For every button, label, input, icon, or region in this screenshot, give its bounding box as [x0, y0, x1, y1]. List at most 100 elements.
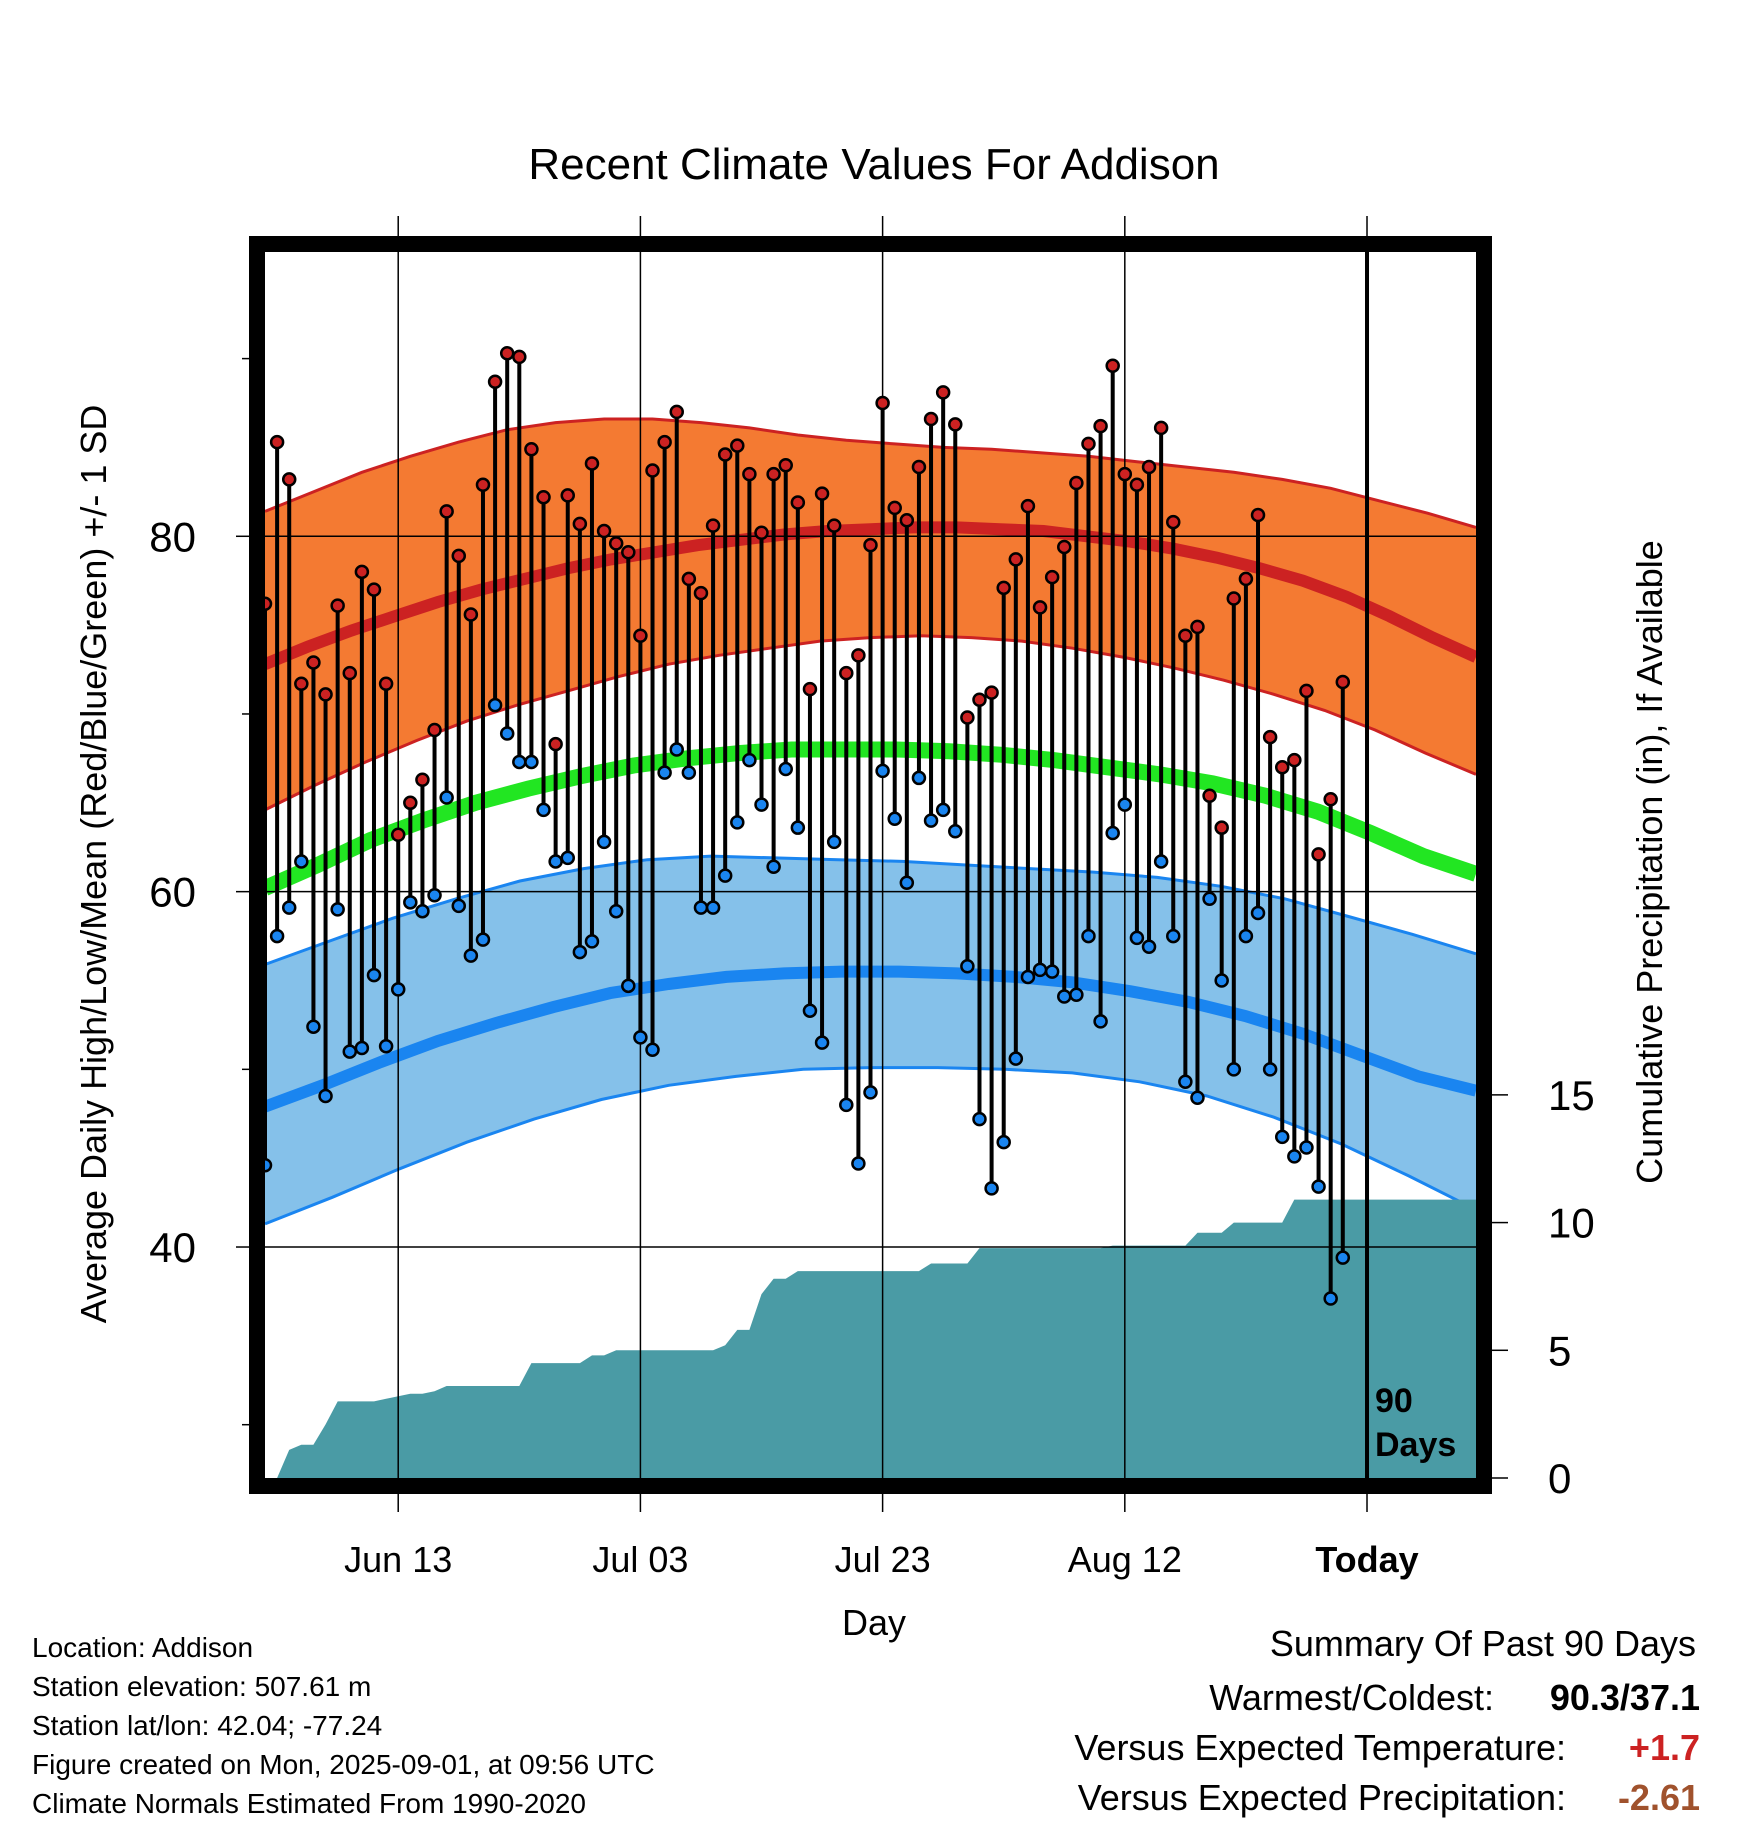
daily-low-dot [342, 1044, 358, 1059]
x-tick-label: Aug 12 [1068, 1539, 1182, 1580]
daily-low-dot [1299, 1140, 1314, 1155]
daily-low-dot [1069, 987, 1084, 1002]
daily-low-dot [1274, 1129, 1290, 1145]
daily-low-dot [451, 898, 467, 914]
daily-low-dot [1117, 797, 1133, 812]
daily-low-dot [281, 900, 297, 915]
daily-high-dot [851, 648, 866, 663]
daily-high-dot [584, 456, 600, 471]
daily-high-dot [826, 518, 842, 533]
daily-low-dot [1190, 1090, 1205, 1106]
info-latlon: Station lat/lon: 42.04; -77.24 [32, 1710, 382, 1741]
daily-high-dot [717, 447, 733, 462]
daily-low-dot [487, 697, 503, 713]
daily-high-dot [923, 411, 939, 427]
daily-low-dot [512, 754, 527, 770]
daily-high-dot [451, 548, 467, 564]
plot-frame [249, 236, 1492, 1494]
daily-high-dot [899, 513, 915, 528]
daily-high-dot [778, 457, 793, 473]
chart-title: Recent Climate Values For Addison [528, 140, 1219, 189]
daily-low-dot [960, 959, 975, 974]
daily-high-dot [621, 545, 636, 560]
daily-high-dot [730, 438, 745, 453]
daily-high-dot [596, 523, 612, 539]
daily-high-dot [790, 495, 806, 510]
daily-high-dot [608, 536, 624, 551]
daily-low-dot [1093, 1014, 1108, 1029]
daily-low-dot [269, 928, 285, 944]
daily-low-dot [645, 1042, 660, 1058]
daily-low-dot [1311, 1179, 1326, 1194]
y2-tick-label: 10 [1548, 1200, 1595, 1247]
y2-tick-label: 15 [1548, 1072, 1595, 1119]
daily-low-dot [911, 770, 927, 786]
daily-high-dot [1226, 591, 1242, 606]
normal-high-upper-line [264, 417, 1477, 529]
daily-low-dot [354, 1040, 370, 1056]
daily-low-dot [330, 902, 345, 917]
precip-area [265, 1199, 1476, 1478]
daily-low-dot [1166, 928, 1181, 944]
daily-low-dot [899, 875, 915, 891]
daily-low-dot [1250, 905, 1266, 921]
daily-high-dot [705, 518, 721, 533]
daily-low-dot [851, 1156, 866, 1171]
daily-high-dot [524, 441, 539, 457]
daily-high-dot [1178, 628, 1193, 644]
daily-high-dot [1020, 498, 1036, 514]
today-marker-label: 90 [1375, 1382, 1413, 1420]
daily-low-dot [294, 854, 309, 869]
daily-low-dot [1202, 891, 1217, 907]
daily-high-dot [1299, 683, 1314, 699]
summary-precip-value: -2.61 [1618, 1777, 1700, 1818]
today-marker-label: Days [1375, 1426, 1456, 1464]
daily-low-dot [984, 1181, 999, 1196]
daily-low-dot [742, 752, 757, 768]
daily-high-dot [281, 472, 297, 487]
daily-low-dot [863, 1085, 878, 1100]
daily-high-dot [742, 466, 757, 482]
daily-high-dot [669, 404, 684, 420]
x-axis-label: Day [842, 1602, 906, 1643]
daily-low-dot [608, 903, 624, 919]
daily-low-dot [766, 859, 781, 875]
daily-low-dot [693, 900, 709, 915]
daily-high-dot [1129, 477, 1145, 493]
daily-low-dot [814, 1035, 830, 1050]
daily-high-dot [645, 463, 660, 478]
daily-high-dot [415, 772, 430, 787]
daily-low-dot [1057, 989, 1072, 1004]
daily-high-dot [354, 564, 370, 580]
daily-high-dot [306, 655, 321, 670]
info-location: Location: Addison [32, 1632, 253, 1663]
daily-low-dot [790, 820, 806, 835]
daily-high-dot [863, 537, 878, 553]
daily-low-dot [318, 1088, 333, 1104]
daily-high-dot [948, 417, 963, 432]
daily-high-dot [814, 486, 830, 501]
daily-low-dot [1214, 973, 1229, 988]
x-tick-label: Today [1315, 1539, 1418, 1580]
daily-low-dot [572, 944, 588, 960]
daily-low-dot [499, 726, 515, 741]
daily-low-dot [1105, 825, 1120, 841]
daily-high-dot [390, 827, 406, 843]
x-tick-label: Jun 13 [344, 1539, 452, 1580]
daily-low-dot [1141, 939, 1157, 954]
daily-high-dot [294, 676, 309, 692]
daily-low-dot [1262, 1062, 1278, 1077]
daily-low-dot [633, 1030, 648, 1045]
summary-temp-value: +1.7 [1629, 1727, 1700, 1768]
daily-high-dot [1214, 820, 1229, 835]
summary-warmest-value: 90.3/37.1 [1550, 1677, 1700, 1718]
daily-high-dot [911, 459, 927, 475]
daily-high-dot [972, 692, 987, 708]
daily-low-dot [657, 765, 672, 780]
daily-high-dot [487, 374, 503, 389]
daily-low-dot [536, 802, 551, 818]
daily-high-dot [1262, 729, 1278, 745]
daily-high-dot [1032, 600, 1048, 615]
daily-high-dot [1044, 569, 1060, 585]
daily-low-dot [1287, 1149, 1302, 1164]
